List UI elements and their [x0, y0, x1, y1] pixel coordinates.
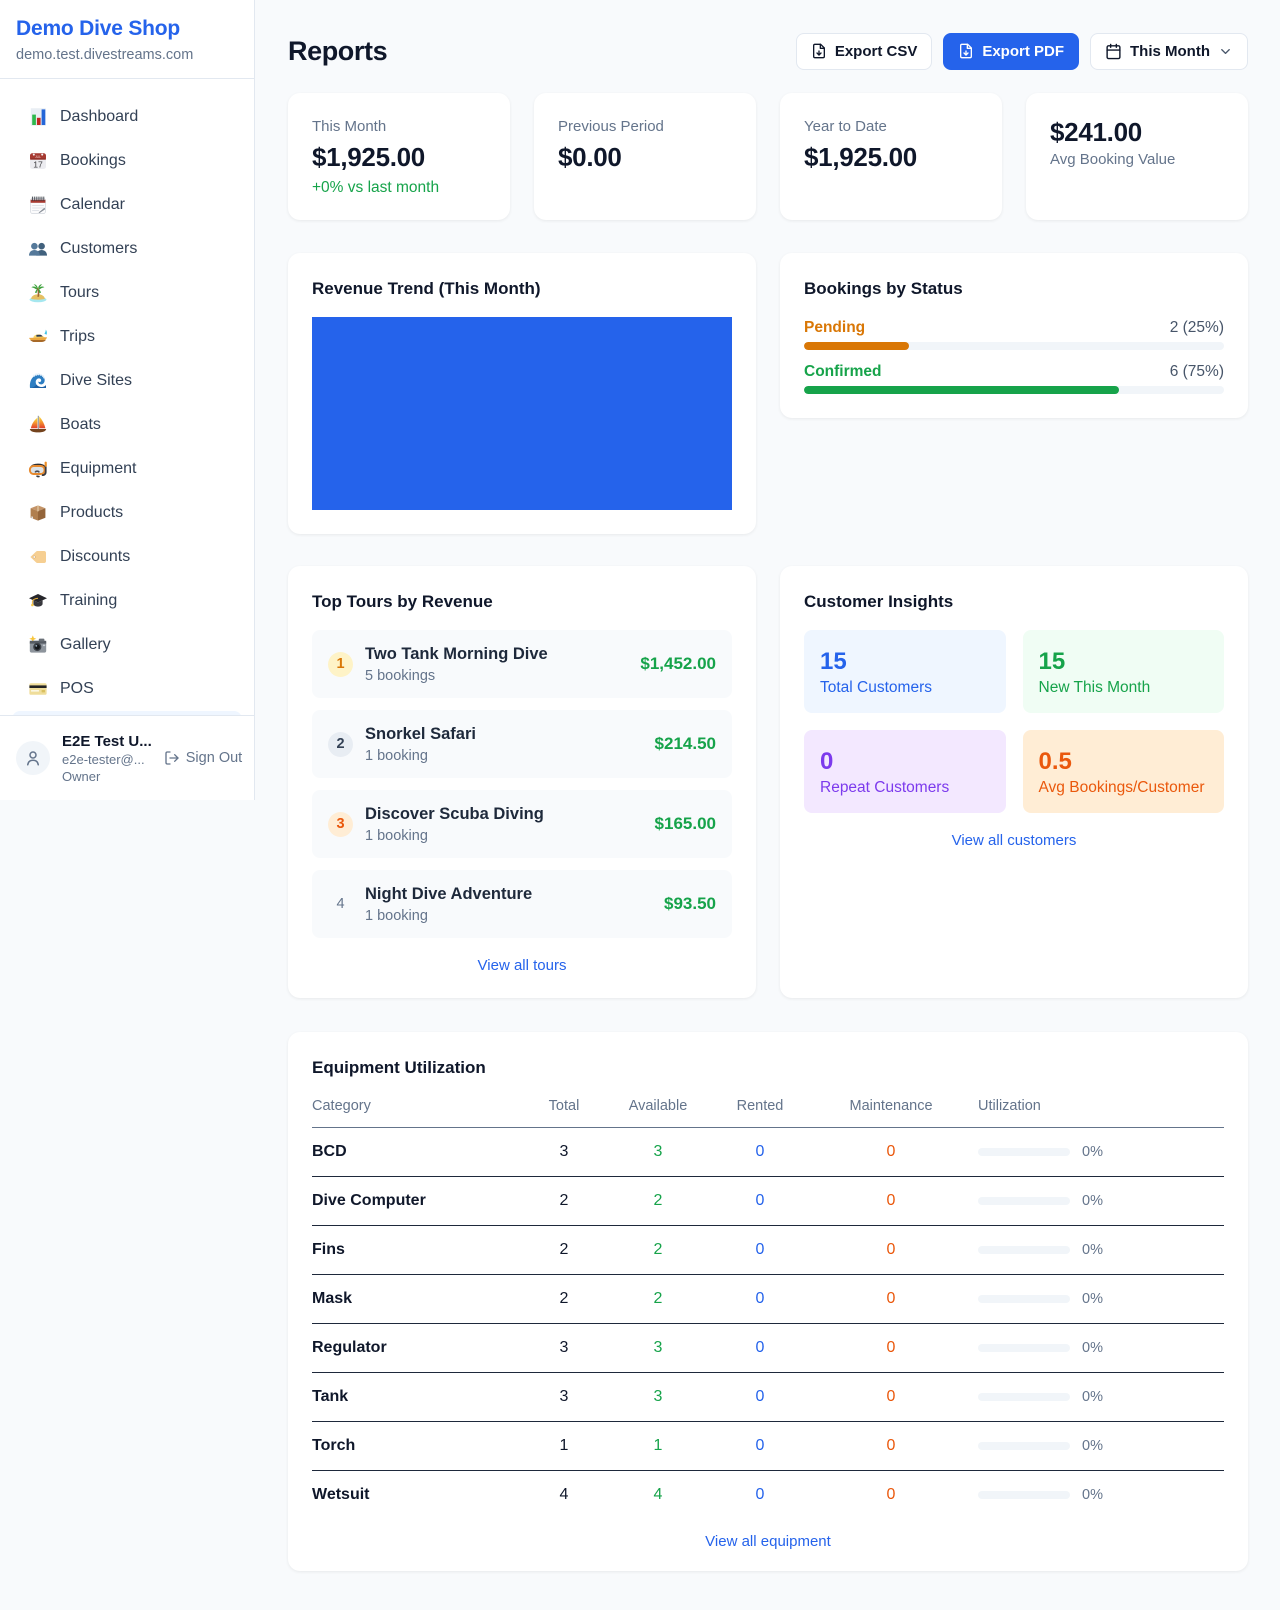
svg-text:JUL: JUL	[35, 155, 41, 159]
svg-text:17: 17	[33, 159, 43, 169]
